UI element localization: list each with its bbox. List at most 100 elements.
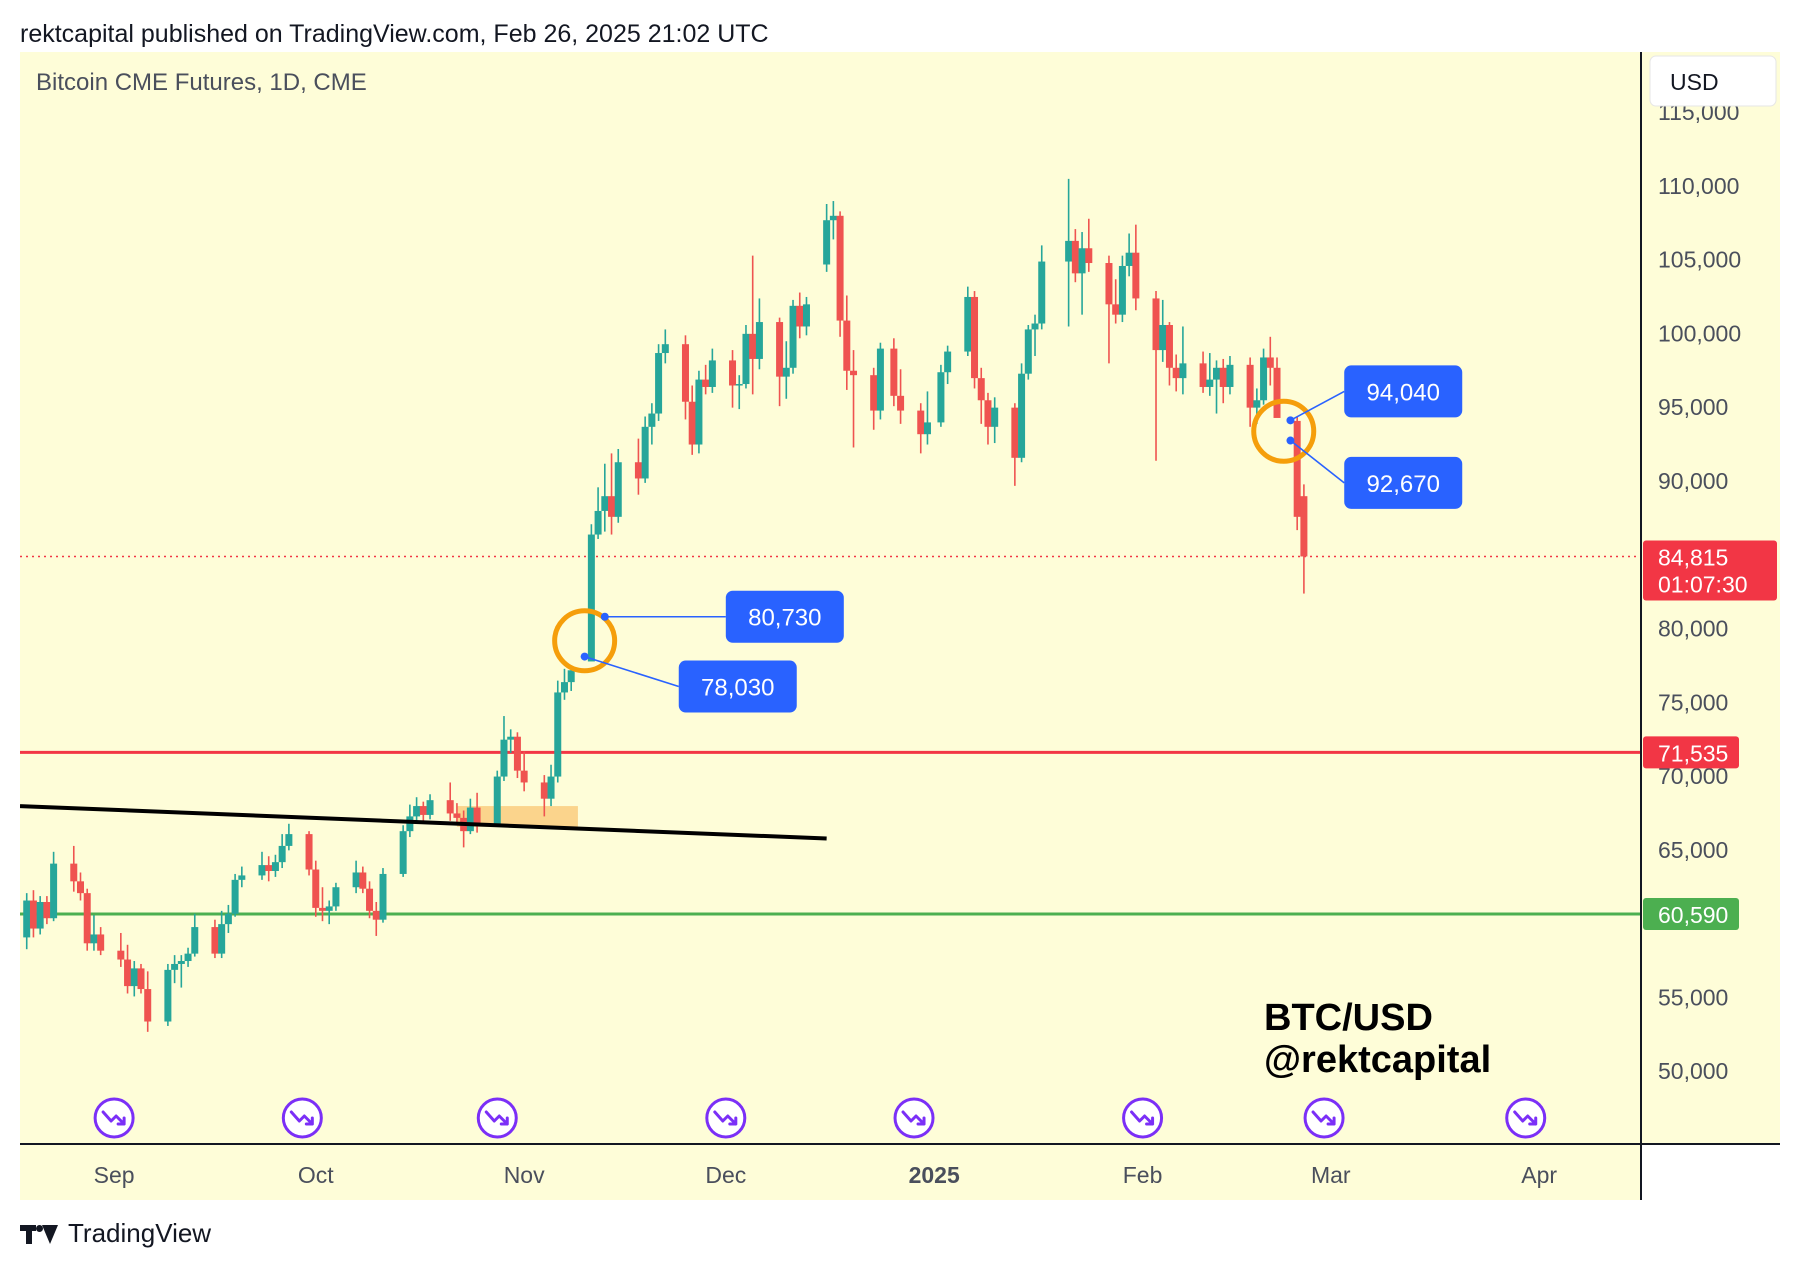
- candle-body: [1031, 323, 1039, 330]
- candle-body: [379, 873, 387, 920]
- candle-body: [641, 426, 649, 479]
- candle-body: [513, 736, 521, 771]
- candle-body: [493, 776, 501, 824]
- watermark-line-2: @rektcapital: [1264, 1039, 1491, 1081]
- candle-body: [802, 304, 810, 327]
- candle-body: [735, 384, 743, 386]
- candle-body: [608, 496, 616, 517]
- candle-body: [211, 927, 219, 954]
- candle-body: [755, 322, 763, 359]
- candle-body: [1273, 367, 1281, 418]
- candle-body: [836, 215, 844, 321]
- candle-body: [1165, 325, 1173, 368]
- event-marker-icon[interactable]: [1122, 1097, 1164, 1139]
- candle-body: [1253, 400, 1261, 408]
- candle-body: [850, 370, 858, 376]
- candle-body: [1293, 420, 1301, 517]
- publisher-line: rektcapital published on TradingView.com…: [20, 20, 769, 48]
- y-tick-label: 50,000: [1658, 1058, 1728, 1084]
- candle-body: [1260, 357, 1268, 401]
- currency-label: USD: [1670, 69, 1719, 95]
- candle-body: [614, 462, 622, 517]
- candle-body: [1011, 407, 1019, 458]
- event-marker-icon[interactable]: [1505, 1097, 1547, 1139]
- x-tick-label: Mar: [1311, 1162, 1351, 1188]
- y-tick-label: 105,000: [1658, 247, 1741, 273]
- candle-body: [419, 806, 427, 815]
- candle-body: [796, 305, 804, 327]
- y-tick-label: 90,000: [1658, 468, 1728, 494]
- candle-body: [540, 782, 548, 799]
- event-marker-icon[interactable]: [893, 1097, 935, 1139]
- candle-body: [1199, 363, 1207, 387]
- tradingview-brand[interactable]: TradingView: [20, 1218, 211, 1249]
- event-marker-arrow: [101, 1110, 126, 1126]
- candle-body: [520, 770, 528, 783]
- support-box: [456, 806, 578, 827]
- event-marker-icon[interactable]: [705, 1097, 747, 1139]
- candle-body: [1206, 379, 1214, 387]
- candlestick-chart[interactable]: 80,730 78,030 94,040 92,670 50,000 55,000 65,…: [19, 52, 1780, 1200]
- candle-body: [729, 360, 737, 386]
- candle-body: [661, 344, 669, 354]
- y-tick-label: 95,000: [1658, 394, 1728, 420]
- callout-anchor-dot: [600, 612, 609, 621]
- candle-body: [97, 934, 105, 951]
- candle-body: [1219, 367, 1227, 387]
- candle-body: [1172, 367, 1180, 379]
- gap-circle: [1251, 398, 1317, 464]
- callout-box: [725, 590, 844, 643]
- candle-body: [1246, 364, 1254, 408]
- candle-body: [83, 893, 91, 944]
- candle-body: [164, 969, 172, 1022]
- event-marker-icon[interactable]: [93, 1097, 135, 1139]
- candle-body: [1038, 261, 1046, 324]
- x-tick-label: Nov: [504, 1162, 545, 1188]
- candle-body: [1266, 357, 1274, 368]
- candle-body: [70, 863, 78, 882]
- candle-body: [695, 379, 703, 445]
- candle-body: [500, 739, 508, 777]
- candle-body: [1018, 373, 1026, 458]
- y-tick-label: 55,000: [1658, 984, 1728, 1010]
- x-tick-label: 2025: [909, 1162, 960, 1188]
- candle-body: [285, 834, 293, 846]
- y-tick-label: 110,000: [1658, 173, 1739, 199]
- candle-body: [137, 968, 145, 990]
- chart-title: Bitcoin CME Futures, 1D, CME: [36, 69, 367, 96]
- y-tick-label: 65,000: [1658, 837, 1728, 863]
- candle-body: [29, 900, 37, 929]
- candle-body: [406, 816, 414, 832]
- x-tick-label: Dec: [705, 1162, 746, 1188]
- candle-body: [1300, 496, 1308, 557]
- callout-label: 92,670: [1367, 471, 1440, 498]
- y-tick-label: 75,000: [1658, 689, 1728, 715]
- candle-body: [688, 401, 696, 445]
- event-marker-icon[interactable]: [281, 1097, 323, 1139]
- candle-body: [1159, 325, 1167, 351]
- candle-body: [426, 800, 434, 815]
- last-price-tag: [1643, 540, 1777, 601]
- candle-body: [352, 872, 360, 888]
- candle-body: [634, 462, 642, 479]
- candle-body: [984, 400, 992, 427]
- candle-body: [964, 296, 972, 352]
- event-marker-icon[interactable]: [476, 1097, 518, 1139]
- candle-body: [124, 959, 132, 987]
- currency-button[interactable]: USD: [1649, 55, 1777, 107]
- candle-body: [171, 963, 179, 970]
- level-price-tag: [1643, 897, 1739, 930]
- candle-body: [23, 900, 31, 938]
- candle-body: [177, 961, 185, 964]
- candle-body: [1118, 265, 1126, 315]
- time-axis-background: [20, 1145, 1640, 1200]
- candle-body: [776, 322, 784, 377]
- event-marker-arrow: [713, 1110, 738, 1126]
- candle-body: [399, 831, 407, 874]
- callout-anchor-dot: [580, 652, 589, 661]
- candle-body: [325, 906, 333, 911]
- event-marker-icon[interactable]: [1303, 1097, 1345, 1139]
- callout-label: 80,730: [748, 605, 821, 632]
- candle-body: [823, 220, 831, 265]
- candle-body: [917, 410, 925, 435]
